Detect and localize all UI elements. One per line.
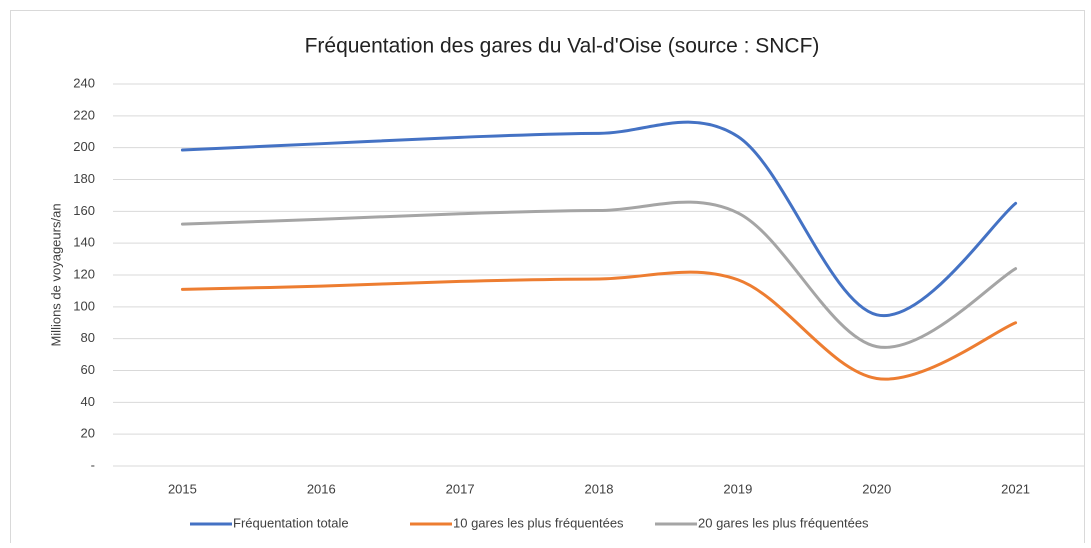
y-tick-label: 220 (73, 107, 95, 122)
legend-label: 10 gares les plus fréquentées (453, 515, 624, 530)
y-tick-label: 80 (81, 330, 95, 345)
x-tick-label: 2016 (307, 481, 336, 496)
y-tick-label: 40 (81, 394, 95, 409)
legend-label: Fréquentation totale (233, 515, 349, 530)
y-tick-label: 120 (73, 266, 95, 281)
y-tick-label: 140 (73, 235, 95, 250)
chart-border (10, 10, 1085, 548)
chart-title: Fréquentation des gares du Val-d'Oise (s… (305, 35, 820, 58)
series-line (180, 200, 1018, 349)
x-tick-label: 2017 (446, 481, 475, 496)
y-tick-label: 20 (81, 426, 95, 441)
y-tick-label: 160 (73, 203, 95, 218)
x-tick-label: 2021 (1001, 481, 1030, 496)
y-tick-label: 200 (73, 139, 95, 154)
y-axis-label: Millions de voyageurs/an (48, 203, 63, 346)
series-line (180, 270, 1018, 381)
y-tick-label: 100 (73, 298, 95, 313)
y-tick-label: 240 (73, 75, 95, 90)
y-tick-label: 60 (81, 362, 95, 377)
series-line (180, 120, 1018, 318)
x-tick-label: 2018 (585, 481, 614, 496)
x-tick-label: 2015 (168, 481, 197, 496)
y-tick-label: - (91, 457, 95, 472)
y-tick-label: 180 (73, 171, 95, 186)
legend-label: 20 gares les plus fréquentées (698, 515, 869, 530)
x-tick-label: 2019 (723, 481, 752, 496)
x-tick-label: 2020 (862, 481, 891, 496)
